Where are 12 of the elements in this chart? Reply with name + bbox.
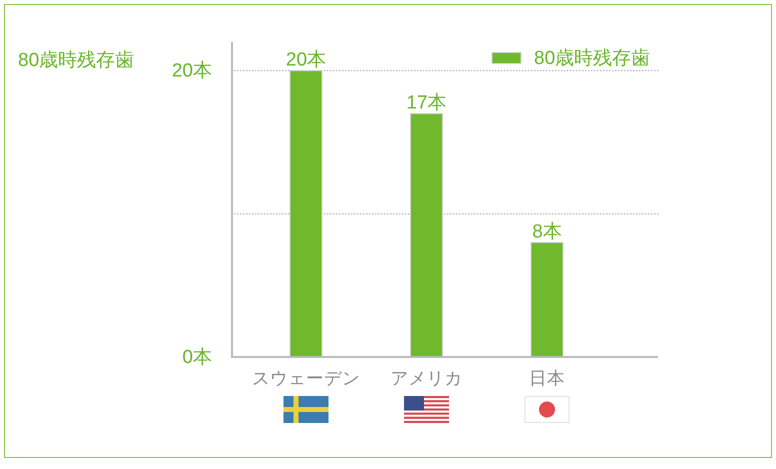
legend-label: 80歳時残存歯	[534, 48, 650, 68]
data-label: 8本	[532, 221, 562, 242]
data-label: 17本	[406, 92, 447, 114]
y-axis-title: 80歳時残存歯	[18, 50, 134, 70]
bar	[530, 242, 564, 358]
y-tick-label: 0本	[182, 346, 212, 368]
x-tick-label: アメリカ	[390, 368, 462, 388]
data-label: 20本	[286, 50, 326, 71]
bar	[410, 113, 443, 358]
bar	[290, 70, 322, 358]
x-tick-label: 日本	[529, 368, 565, 388]
x-tick-label: スウェーデン	[252, 368, 360, 388]
